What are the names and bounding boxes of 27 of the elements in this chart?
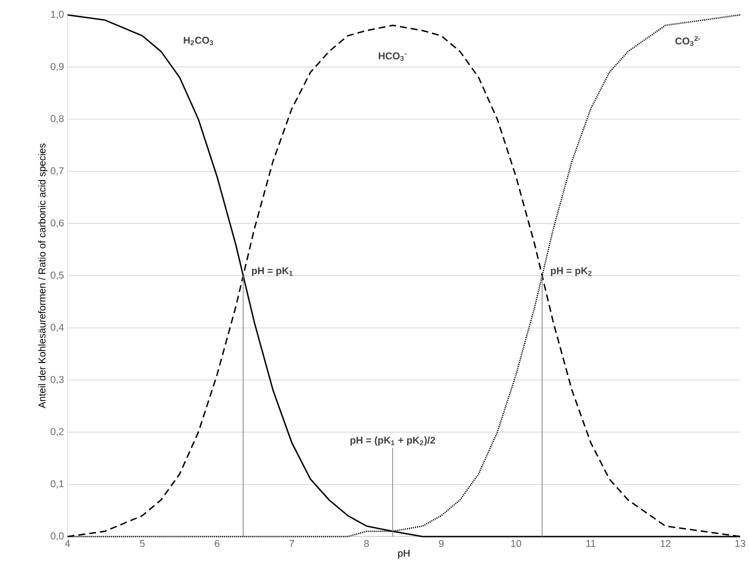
annotation: pH = (pK$_{1}$ + pK$_{2}$)/2 [350,436,436,446]
x-tick-label: 11 [586,540,596,547]
x-tick-label: 13 [735,540,746,547]
y-tick-label: 0,3 [50,376,64,384]
y-tick-label: 0,7 [50,167,64,176]
y-tick-label: 0,9 [50,62,64,72]
y-tick-label: 0,4 [50,324,64,332]
y-tick-label: 1,0 [51,10,64,19]
annotation: pH = pK$_{1}$ [252,267,293,276]
y-tick-label: 0,0 [50,532,64,540]
x-axis-title: pH [398,550,410,559]
x-tick-label: 12 [660,540,670,547]
x-tick-label: 7 [290,540,294,547]
x-tick-label: 4 [65,540,70,547]
text: H$_{2}$CO$_{3}$ [184,36,214,46]
y-tick-label: 0,6 [50,219,64,228]
x-tick-label: 8 [364,540,369,547]
y-tick-label: 0,1 [50,480,64,488]
y-tick-label: 0,5 [50,272,64,280]
y-tick-label: 0,8 [50,115,64,124]
x-tick-label: 9 [438,540,444,547]
annotation: pH = pK$_{2}$ [550,267,592,276]
y-axis-title: Anteil der Kohlesäureformen / Ratio of carbonic acid species [38,143,48,408]
x-tick-label: 6 [214,540,220,547]
x-tick-label: 10 [511,540,522,547]
y-tick-label: 0,2 [50,428,64,436]
x-tick-label: 5 [140,540,145,547]
